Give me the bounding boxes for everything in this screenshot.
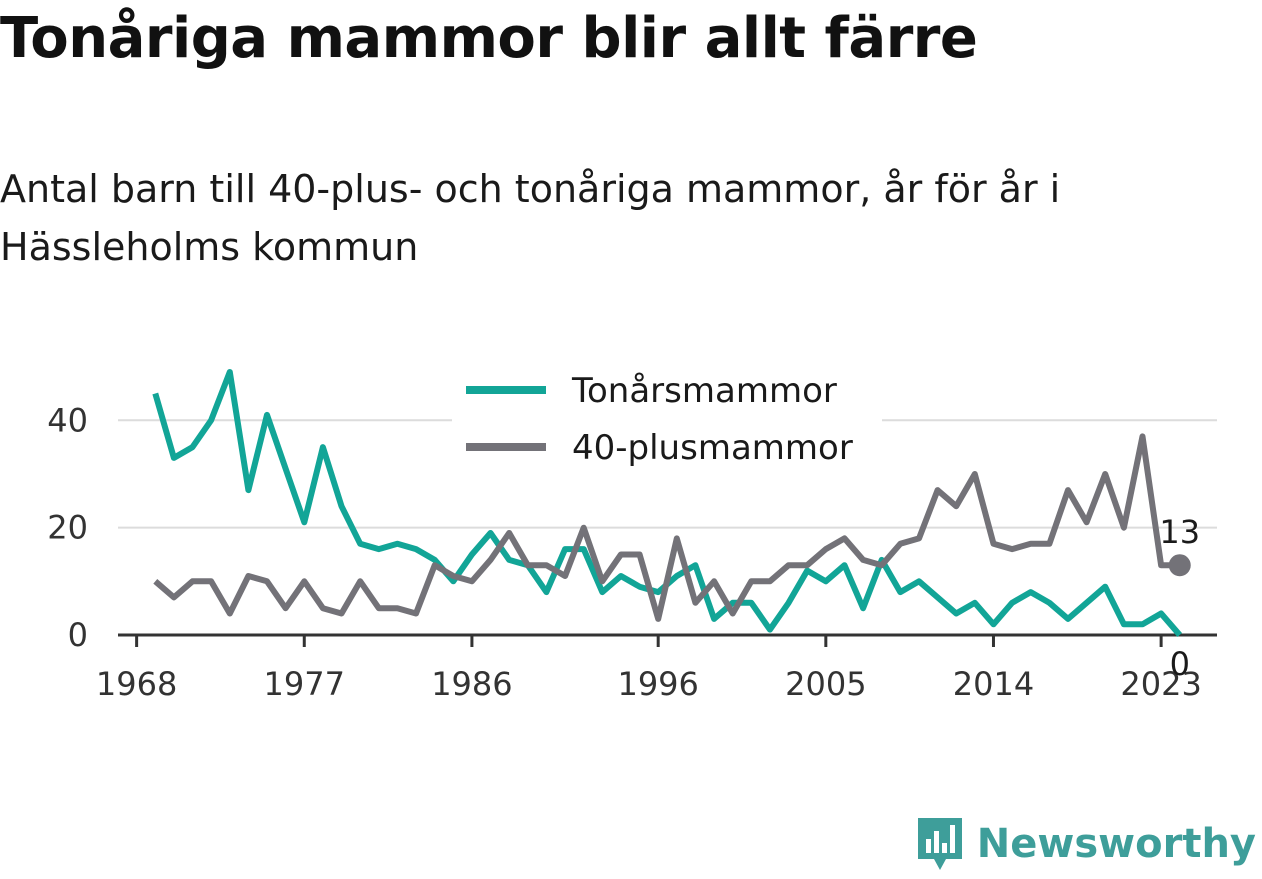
grid-lines: 0 20 40 [47, 401, 1217, 654]
x-tick-label: 2005 [785, 665, 866, 703]
x-axis: 1968 1977 1986 1996 2005 2014 2023 [96, 633, 1217, 703]
y-tick-label: 40 [47, 401, 88, 439]
end-label-tonarsmammor: 0 [1170, 645, 1190, 683]
series-line-40-plusmammor [153, 433, 1180, 622]
newsworthy-logo-icon [917, 818, 962, 870]
chart-title: Tonåriga mammor blir allt färre [0, 6, 978, 71]
y-tick-label: 0 [68, 616, 88, 654]
legend-label-40-plusmammor: 40-plusmammor [572, 428, 853, 468]
legend-label-tonarsmammor: Tonårsmammor [571, 371, 837, 411]
x-tick-label: 2014 [953, 665, 1034, 703]
x-tick-label: 1996 [617, 665, 698, 703]
end-point-40-plusmammor [1168, 554, 1191, 577]
series-lines [152, 369, 1182, 637]
x-tick-label: 1977 [264, 665, 345, 703]
chart-subtitle: Antal barn till 40-plus- och tonåriga ma… [0, 167, 1061, 269]
x-tick-label: 1986 [431, 665, 512, 703]
brand-name: Newsworthy [976, 821, 1256, 867]
x-tick-label: 2023 [1120, 665, 1201, 703]
x-tick-label: 1968 [96, 665, 177, 703]
end-label-40-plusmammor: 13 [1159, 513, 1200, 551]
legend: Tonårsmammor 40-plusmammor [452, 366, 882, 476]
newsworthy-logo: Newsworthy [915, 815, 1256, 873]
end-labels: 13 0 [1159, 513, 1200, 683]
legend-background [452, 366, 882, 476]
y-tick-label: 20 [47, 509, 88, 547]
